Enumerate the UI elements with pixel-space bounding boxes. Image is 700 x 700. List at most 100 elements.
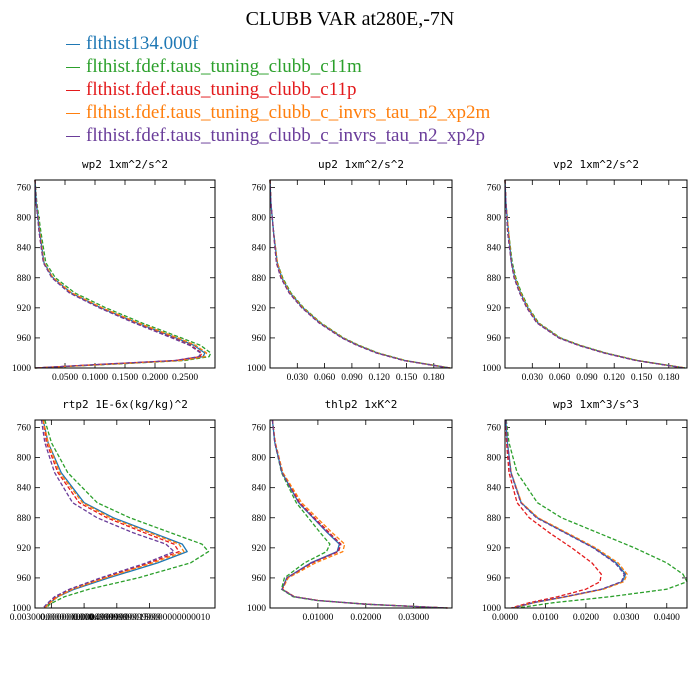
series-line bbox=[269, 179, 450, 369]
y-tick-label: 920 bbox=[17, 544, 32, 554]
plot-frame bbox=[34, 179, 216, 369]
panel-title: up2 1xm^2/s^2 bbox=[318, 158, 404, 171]
y-tick-label: 960 bbox=[252, 574, 267, 584]
series-line bbox=[42, 419, 185, 609]
x-tick-label: 0.02000 bbox=[350, 613, 381, 623]
series-line bbox=[271, 419, 448, 609]
y-tick-label: 760 bbox=[17, 424, 32, 434]
series-line bbox=[269, 179, 451, 369]
y-tick-label: 880 bbox=[252, 274, 267, 284]
panel-title: wp3 1xm^3/s^3 bbox=[553, 398, 639, 411]
figure-title: CLUBB VAR at280E,-7N bbox=[245, 8, 455, 30]
x-tick-label: 0.120 bbox=[369, 373, 391, 383]
x-tick-label: 0.060 bbox=[549, 373, 571, 383]
y-tick-label: 800 bbox=[487, 454, 502, 464]
plot-frame bbox=[269, 419, 453, 609]
legend-swatch bbox=[66, 113, 80, 114]
legend-label: flthist134.000f bbox=[86, 33, 199, 54]
y-tick-label: 760 bbox=[252, 424, 267, 434]
series-line bbox=[42, 419, 188, 609]
series-line bbox=[505, 419, 688, 609]
y-tick-label: 880 bbox=[487, 514, 502, 524]
y-tick-label: 1000 bbox=[12, 604, 31, 614]
y-tick-label: 960 bbox=[487, 574, 502, 584]
series-line bbox=[504, 179, 685, 369]
y-tick-label: 880 bbox=[487, 274, 502, 284]
y-tick-label: 1000 bbox=[482, 364, 501, 374]
series-line bbox=[42, 419, 180, 609]
x-tick-label: 0.180 bbox=[658, 373, 680, 383]
series-line bbox=[271, 419, 448, 609]
series-line bbox=[269, 179, 450, 369]
y-tick-label: 920 bbox=[487, 544, 502, 554]
y-tick-label: 840 bbox=[17, 244, 32, 254]
series-line bbox=[504, 179, 685, 369]
x-tick-label: 0.03000 bbox=[398, 613, 429, 623]
y-tick-label: 760 bbox=[17, 184, 32, 194]
x-tick-label: 0.1500 bbox=[112, 373, 138, 383]
x-tick-label: 0.1000 bbox=[82, 373, 108, 383]
x-tick-label: 0.000000000150000000000010 bbox=[89, 613, 210, 623]
series-line bbox=[34, 179, 206, 369]
series-line bbox=[505, 419, 602, 609]
y-tick-label: 760 bbox=[252, 184, 267, 194]
legend-swatch bbox=[66, 44, 80, 45]
x-tick-label: 0.0200 bbox=[573, 613, 599, 623]
x-tick-label: 0.0400 bbox=[654, 613, 680, 623]
legend-label: flthist.fdef.taus_tuning_clubb_c11p bbox=[86, 79, 357, 100]
x-tick-label: 0.00000000004999999 bbox=[40, 613, 128, 623]
y-tick-label: 800 bbox=[17, 214, 32, 224]
y-tick-label: 960 bbox=[252, 334, 267, 344]
legend-swatch bbox=[66, 90, 80, 91]
series-line bbox=[504, 179, 686, 369]
series-line bbox=[271, 419, 448, 609]
series-line bbox=[504, 179, 686, 369]
plot-frame bbox=[269, 179, 453, 369]
x-tick-label: 0.030 bbox=[287, 373, 309, 383]
x-tick-label: 0.00000000009999999 bbox=[73, 613, 161, 623]
y-tick-label: 1000 bbox=[247, 364, 266, 374]
legend-label: flthist.fdef.taus_tuning_clubb_c_invrs_t… bbox=[86, 125, 485, 146]
plot-frame bbox=[504, 419, 688, 609]
panel-title: rtp2 1E-6x(kg/kg)^2 bbox=[62, 398, 188, 411]
y-tick-label: 800 bbox=[252, 214, 267, 224]
y-tick-label: 920 bbox=[487, 304, 502, 314]
y-tick-label: 760 bbox=[487, 184, 502, 194]
series-line bbox=[34, 179, 212, 369]
x-tick-label: 0.0100 bbox=[532, 613, 558, 623]
y-tick-label: 960 bbox=[17, 574, 32, 584]
x-tick-label: 0.180 bbox=[423, 373, 445, 383]
x-tick-label: 0.150 bbox=[631, 373, 653, 383]
y-tick-label: 920 bbox=[252, 544, 267, 554]
series-line bbox=[505, 419, 627, 609]
legend-label: flthist.fdef.taus_tuning_clubb_c11m bbox=[86, 56, 362, 77]
x-tick-label: 0.030 bbox=[522, 373, 544, 383]
series-line bbox=[44, 419, 210, 609]
y-tick-label: 1000 bbox=[247, 604, 266, 614]
series-line bbox=[271, 419, 447, 609]
y-tick-label: 840 bbox=[487, 244, 502, 254]
series-line bbox=[505, 419, 625, 609]
x-tick-label: 0.0500 bbox=[52, 373, 78, 383]
series-line bbox=[40, 419, 175, 609]
series-line bbox=[271, 419, 448, 609]
y-tick-label: 840 bbox=[487, 484, 502, 494]
y-tick-label: 920 bbox=[17, 304, 32, 314]
panel-title: thlp2 1xK^2 bbox=[325, 398, 398, 411]
x-tick-label: 0.090 bbox=[341, 373, 363, 383]
y-tick-label: 760 bbox=[487, 424, 502, 434]
y-tick-label: 840 bbox=[17, 484, 32, 494]
series-line bbox=[269, 179, 451, 369]
y-tick-label: 880 bbox=[252, 514, 267, 524]
legend-swatch bbox=[66, 67, 80, 68]
series-line bbox=[505, 419, 628, 609]
x-tick-label: 0.090 bbox=[576, 373, 598, 383]
series-line bbox=[34, 179, 208, 369]
panel-title: vp2 1xm^2/s^2 bbox=[553, 158, 639, 171]
legend-label: flthist.fdef.taus_tuning_clubb_c_invrs_t… bbox=[86, 102, 491, 123]
y-tick-label: 880 bbox=[17, 514, 32, 524]
x-tick-label: 0.0000 bbox=[492, 613, 518, 623]
y-tick-label: 1000 bbox=[12, 364, 31, 374]
series-line bbox=[269, 179, 451, 369]
